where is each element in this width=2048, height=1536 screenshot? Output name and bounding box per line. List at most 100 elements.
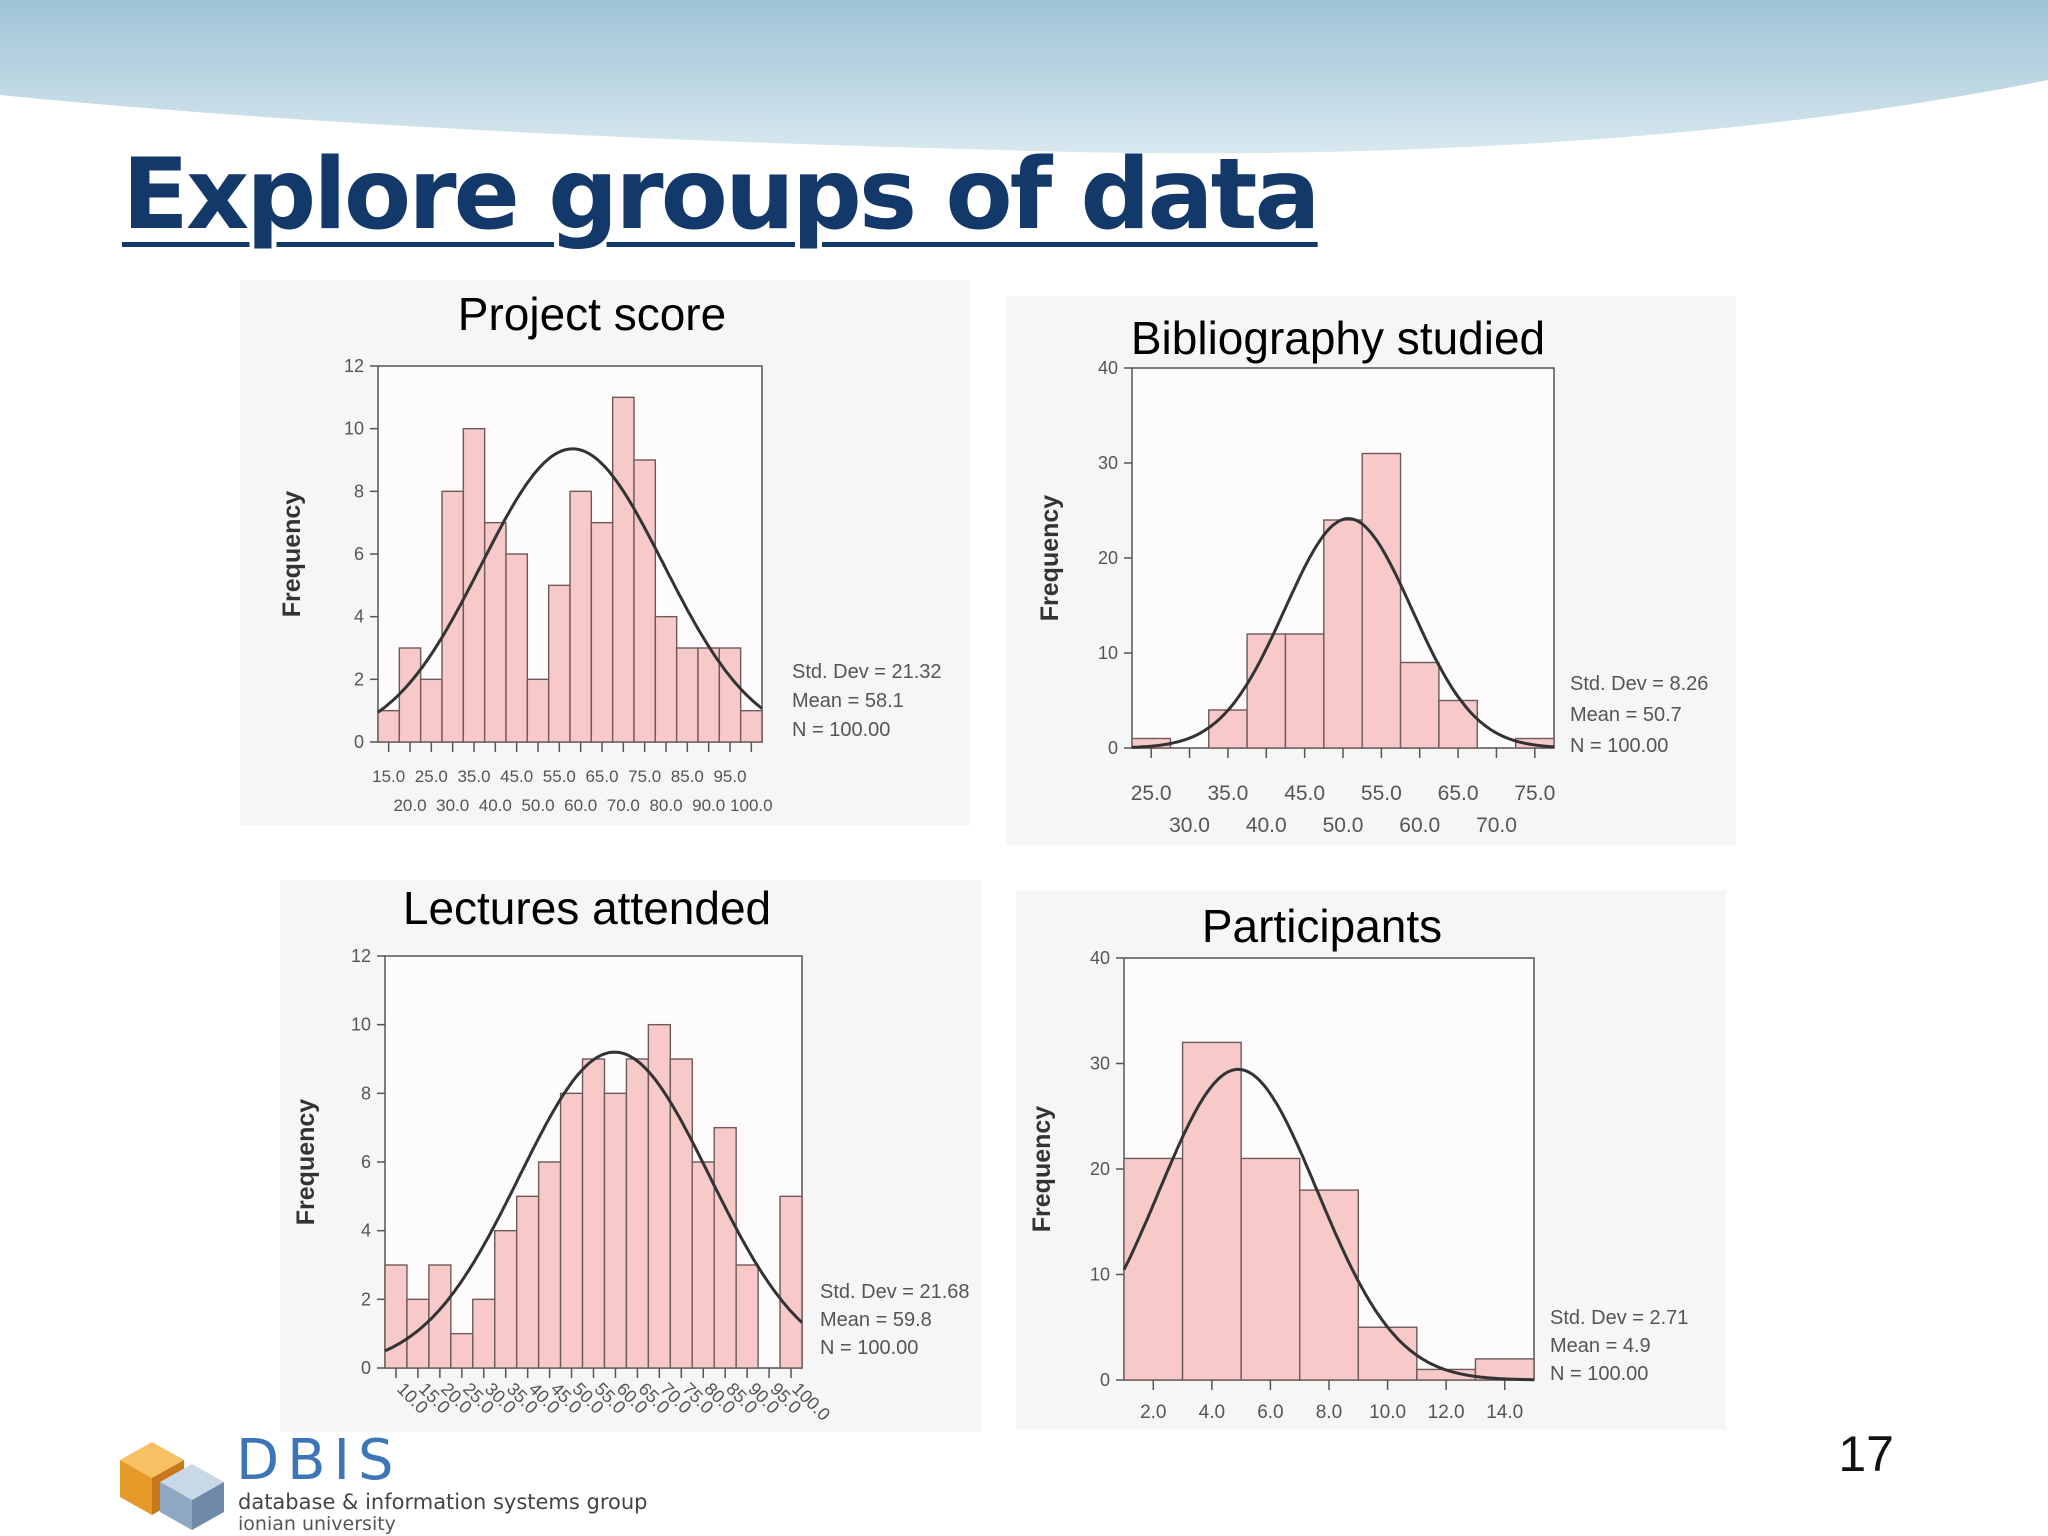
- x-tick-label: 65.0: [1438, 782, 1479, 805]
- x-tick-label: 8.0: [1316, 1402, 1342, 1423]
- chart-panel-project-score: Project score Frequency 0 2 4 6 8 10 12 15.0 25.0 3…: [240, 280, 970, 825]
- x-tick-label: 75.0: [1514, 782, 1555, 805]
- histogram-participants: Participants Frequency 0 10 20 30 40 2.0 4.0 6.0 8…: [1028, 900, 1688, 1423]
- histogram-bar: [462, 427, 486, 743]
- y-tick-label: 12: [344, 356, 364, 376]
- y-tick-label: 10: [1098, 643, 1118, 663]
- stats-text: Mean = 58.1: [792, 690, 904, 712]
- histogram-bar: [450, 1332, 474, 1369]
- histogram-lectures-attended: Lectures attendedFrequency02468101210.01…: [292, 882, 970, 1425]
- histogram-bar: [377, 709, 401, 743]
- cube-logo-icon: [120, 1442, 224, 1530]
- histogram-bar: [603, 1092, 628, 1369]
- x-tick-label: 4.0: [1199, 1402, 1225, 1423]
- histogram-bar: [1208, 709, 1248, 749]
- histogram-bar: [547, 584, 571, 743]
- chart-title: Project score: [458, 288, 726, 340]
- x-tick-label: 6.0: [1257, 1402, 1283, 1423]
- histogram-bar: [1438, 699, 1478, 749]
- histogram-project-score: Project score Frequency 0 2 4 6 8 10 12 15.0 25.0 3…: [278, 288, 942, 815]
- logo-name: DBIS: [236, 1428, 402, 1493]
- histogram-bar: [697, 647, 721, 743]
- y-tick-label: 4: [354, 607, 364, 627]
- stats-text: Mean = 4.9: [1550, 1335, 1651, 1357]
- x-tick-label: 55.0: [543, 767, 576, 786]
- histogram-bar: [537, 1161, 562, 1369]
- chart-panel-lectures-attended: Lectures attended Frequency 0 2 4 6 8 10 12 10.0 1…: [280, 880, 982, 1432]
- normal-curve: [1131, 517, 1555, 749]
- stats-text: Std. Dev = 2.71: [1550, 1307, 1688, 1329]
- x-tick-label: 60.0: [564, 796, 597, 815]
- x-tick-label: 30.0: [1169, 814, 1210, 837]
- page-number: 17: [1838, 1426, 1894, 1482]
- histogram-bar: [654, 615, 678, 743]
- histogram-bar: [625, 1058, 650, 1369]
- x-tick-label: 14.0: [1486, 1402, 1523, 1423]
- histogram-bar: [569, 490, 593, 743]
- stats-text: Mean = 59.8: [820, 1309, 932, 1331]
- y-axis-label: Frequency: [278, 491, 306, 618]
- x-tick-label: 90.0: [692, 796, 725, 815]
- histogram-bar: [713, 1126, 737, 1369]
- x-tick-label: 50.0: [521, 796, 554, 815]
- histogram-bar: [581, 1058, 606, 1369]
- x-tick-label: 35.0: [457, 767, 490, 786]
- y-tick-label: 8: [354, 481, 364, 501]
- x-tick-label: 25.0: [1131, 782, 1172, 805]
- x-tick-label: 100.0: [730, 796, 773, 815]
- histogram-bar: [735, 1264, 759, 1369]
- chart-title: Lectures attended: [403, 882, 771, 934]
- histogram-bar: [483, 521, 507, 743]
- x-tick-label: 40.0: [479, 796, 512, 815]
- y-tick-label: 4: [361, 1221, 371, 1241]
- x-tick-label: 65.0: [585, 767, 618, 786]
- histogram-bar: [515, 1195, 540, 1369]
- normal-curve: [1122, 1067, 1534, 1382]
- y-tick-label: 10: [351, 1015, 371, 1035]
- x-tick-label: 60.0: [1399, 814, 1440, 837]
- x-tick-label: 50.0: [1323, 814, 1364, 837]
- y-tick-label: 6: [361, 1152, 371, 1172]
- histogram-bar: [611, 396, 635, 743]
- histogram-bar: [718, 647, 742, 743]
- histogram-bar: [691, 1161, 715, 1369]
- y-tick-label: 30: [1098, 453, 1118, 473]
- chart-panel-participants: Participants Frequency 0 10 20 30 40 2.0 4.0 6.0 8…: [1016, 890, 1726, 1430]
- normal-curve: [377, 447, 763, 714]
- stats-text: N = 100.00: [792, 719, 890, 741]
- x-tick-label: 75.0: [628, 767, 661, 786]
- histogram-bar: [779, 1195, 803, 1369]
- x-tick-label: 45.0: [1284, 782, 1325, 805]
- logo-institution: ionian university: [238, 1513, 396, 1535]
- x-tick-label: 70.0: [1476, 814, 1517, 837]
- histogram-bar: [590, 521, 614, 743]
- x-tick-label: 10.0: [1369, 1402, 1406, 1423]
- chart-panel-bibliography-studied: Bibliography studied Frequency 0 10 20 30 40 25…: [1006, 296, 1736, 846]
- x-tick-label: 95.0: [713, 767, 746, 786]
- y-tick-label: 2: [361, 1289, 371, 1309]
- y-tick-label: 0: [1108, 738, 1118, 758]
- histogram-bar: [505, 553, 529, 743]
- stats-text: N = 100.00: [1570, 735, 1668, 757]
- y-axis-label: Frequency: [292, 1099, 320, 1226]
- y-tick-label: 40: [1090, 948, 1110, 968]
- histogram-bar: [1299, 1189, 1359, 1381]
- x-tick-label: 70.0: [607, 796, 640, 815]
- y-tick-label: 40: [1098, 358, 1118, 378]
- stats-text: N = 100.00: [820, 1337, 918, 1359]
- histogram-bar: [1323, 519, 1363, 749]
- y-tick-label: 12: [351, 946, 371, 966]
- x-tick-label: 80.0: [649, 796, 682, 815]
- dbis-logo: DBIS database & information systems grou…: [112, 1420, 648, 1535]
- histogram-bar: [675, 647, 699, 743]
- histogram-bar: [406, 1298, 430, 1369]
- histogram-bar: [739, 709, 763, 743]
- histogram-bar: [559, 1092, 584, 1369]
- histogram-bar: [1123, 1157, 1184, 1381]
- histogram-bar: [419, 678, 443, 743]
- histogram-bar: [1284, 633, 1325, 749]
- histogram-bar: [633, 459, 657, 743]
- x-tick-label: 45.0: [500, 767, 533, 786]
- y-tick-label: 10: [344, 419, 364, 439]
- y-tick-label: 20: [1090, 1159, 1110, 1179]
